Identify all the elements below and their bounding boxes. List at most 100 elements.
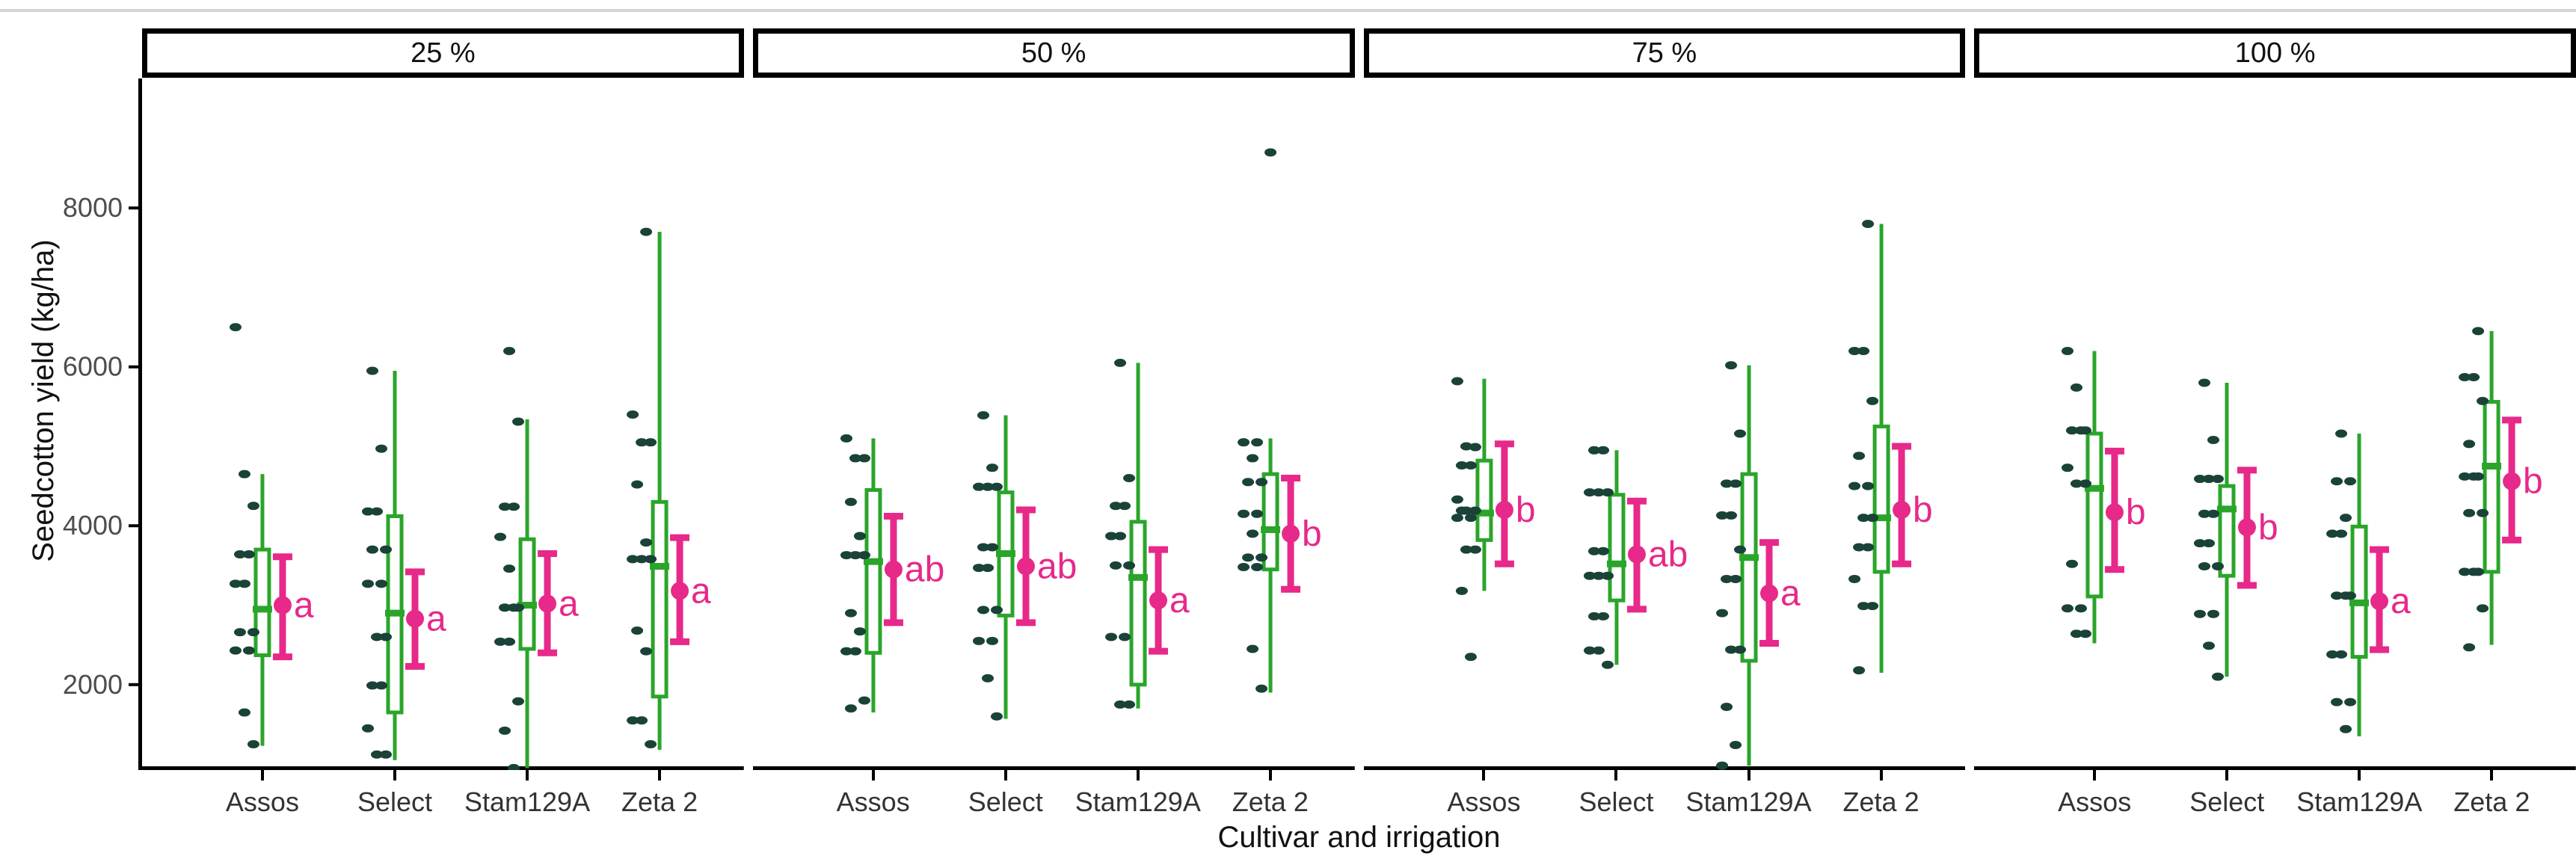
jitter-point: [1587, 446, 1600, 455]
jitter-point: [981, 482, 994, 491]
jitter-point: [1729, 479, 1742, 488]
mean-point: [2370, 592, 2389, 611]
x-axis-tick-label: Assos: [225, 786, 299, 817]
jitter-point: [1715, 511, 1728, 520]
jitter-point: [1122, 700, 1135, 709]
mean-point: [273, 596, 292, 615]
jitter-point: [380, 632, 392, 641]
jitter-point: [840, 647, 852, 656]
group-75%-Assos: b: [1451, 377, 1535, 662]
jitter-point: [2468, 472, 2480, 481]
jitter-point: [1246, 529, 1258, 538]
x-axis-tick-label: Select: [2189, 786, 2265, 817]
mean-point: [671, 582, 689, 600]
box-iqr: [1261, 472, 1279, 572]
jitter-point: [2198, 509, 2211, 518]
x-axis-tick-label: Assos: [2058, 786, 2132, 817]
jitter-point: [645, 438, 657, 447]
y-axis-tick-label: 6000: [63, 351, 123, 382]
facet-strip-50: 50 %: [752, 28, 1355, 78]
x-axis-tick-label: Assos: [1447, 786, 1521, 817]
jitter-point: [499, 603, 511, 612]
box-iqr: [253, 547, 271, 657]
jitter-point: [2459, 373, 2471, 382]
group-100%-Assos: b: [2062, 346, 2146, 644]
jitter-point: [1455, 506, 1468, 515]
jitter-point: [1246, 644, 1258, 653]
significance-letter: b: [2258, 508, 2278, 547]
x-axis-tick: [526, 770, 529, 781]
jitter-point: [1109, 561, 1122, 570]
jitter-point: [2079, 629, 2092, 638]
facet-panel-50: ab ab a b: [752, 78, 1355, 770]
jitter-point: [990, 482, 1003, 491]
jitter-point: [1122, 473, 1135, 482]
group-100%-Zeta2: b: [2459, 327, 2543, 652]
jitter-point: [2071, 383, 2083, 392]
jitter-point: [2459, 567, 2471, 576]
group-25%-Assos: a: [229, 323, 314, 748]
group-100%-Stam129A: a: [2326, 429, 2411, 736]
jitter-point: [2331, 698, 2343, 706]
x-axis-tick-label: Stam129A: [1685, 786, 1812, 817]
jitter-point: [1852, 543, 1865, 552]
jitter-point: [1118, 632, 1131, 641]
x-axis-tick: [1136, 770, 1140, 781]
facet-panel-75: b ab a b: [1363, 78, 1966, 770]
jitter-point: [503, 346, 516, 355]
x-axis-tick: [1879, 770, 1883, 781]
jitter-point: [840, 551, 852, 560]
group-25%-Stam129A: a: [494, 346, 579, 770]
jitter-point: [2477, 604, 2489, 613]
jitter-point: [1601, 571, 1614, 580]
jitter-point: [2198, 378, 2211, 387]
box-iqr: [1607, 493, 1625, 603]
outlier-point: [1264, 148, 1276, 157]
jitter-point: [371, 632, 383, 641]
jitter-point: [371, 507, 383, 516]
mean-point: [1892, 500, 1911, 519]
box-iqr: [1872, 424, 1890, 574]
jitter-point: [1724, 511, 1737, 520]
group-50%-Select: ab: [972, 411, 1077, 721]
jitter-point: [1733, 545, 1746, 554]
jitter-point: [1715, 609, 1728, 618]
jitter-point: [2066, 559, 2079, 568]
x-labels-facet-50: Assos Select Stam129A Zeta 2: [753, 770, 1355, 822]
jitter-point: [1237, 438, 1249, 447]
significance-letter: a: [426, 600, 446, 639]
jitter-point: [844, 704, 857, 713]
jitter-point: [242, 646, 255, 655]
jitter-point: [1866, 602, 1878, 611]
jitter-point: [2468, 373, 2480, 382]
jitter-point: [508, 603, 520, 612]
x-axis-tick: [658, 770, 662, 781]
significance-letter: a: [559, 584, 579, 624]
jitter-point: [2203, 539, 2216, 548]
jitter-point: [233, 550, 246, 559]
jitter-point: [1583, 571, 1596, 580]
jitter-point: [494, 637, 507, 646]
mean-point: [1149, 591, 1167, 610]
jitter-point: [247, 739, 259, 748]
jitter-point: [508, 502, 520, 511]
jitter-point: [1857, 514, 1869, 523]
mean-point: [538, 594, 557, 613]
jitter-point: [247, 502, 259, 511]
mean-point: [2106, 503, 2124, 522]
jitter-point: [977, 411, 989, 420]
jitter-point: [1848, 574, 1860, 583]
y-axis: 2000 4000 6000 8000: [63, 78, 142, 770]
jitter-point: [840, 434, 852, 443]
jitter-point: [1250, 438, 1263, 447]
jitter-point: [1857, 602, 1869, 611]
x-axis-tick: [871, 770, 875, 781]
jitter-point: [2207, 509, 2220, 518]
x-axis-tick: [1003, 770, 1007, 781]
y-axis-tick-label: 4000: [63, 510, 123, 541]
jitter-point: [1113, 532, 1126, 541]
jitter-point: [1118, 502, 1131, 511]
x-labels-facet-100: Assos Select Stam129A Zeta 2: [1974, 770, 2576, 822]
jitter-point: [366, 366, 379, 375]
jitter-point: [1861, 481, 1874, 490]
